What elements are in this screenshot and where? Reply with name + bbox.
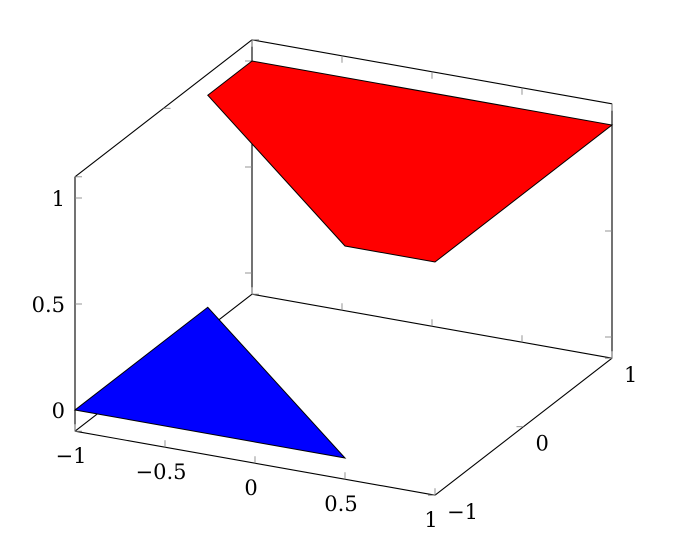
- x-tick-label: −1: [56, 444, 87, 468]
- y-tick-label: 1: [624, 363, 637, 387]
- patches: [73, 60, 614, 459]
- y-tick-label: −1: [447, 500, 478, 524]
- z-tick-label: 0.5: [32, 293, 65, 317]
- axis-box: [74, 39, 613, 496]
- x-tick-label: 0.5: [324, 492, 357, 516]
- red-patch: [207, 60, 614, 263]
- blue-patch: [73, 306, 347, 459]
- x-tick-label: 1: [424, 508, 437, 532]
- x-tick-label: −0.5: [136, 460, 187, 484]
- x-tick-label: 0: [244, 476, 257, 500]
- y-tick-label: 0: [536, 432, 549, 456]
- tick-labels: −1 −0.5 0 0.5 1 −1 0 1 0 0.5 1: [32, 187, 638, 532]
- z-tick-label: 0: [52, 399, 65, 423]
- z-tick-label: 1: [52, 187, 65, 211]
